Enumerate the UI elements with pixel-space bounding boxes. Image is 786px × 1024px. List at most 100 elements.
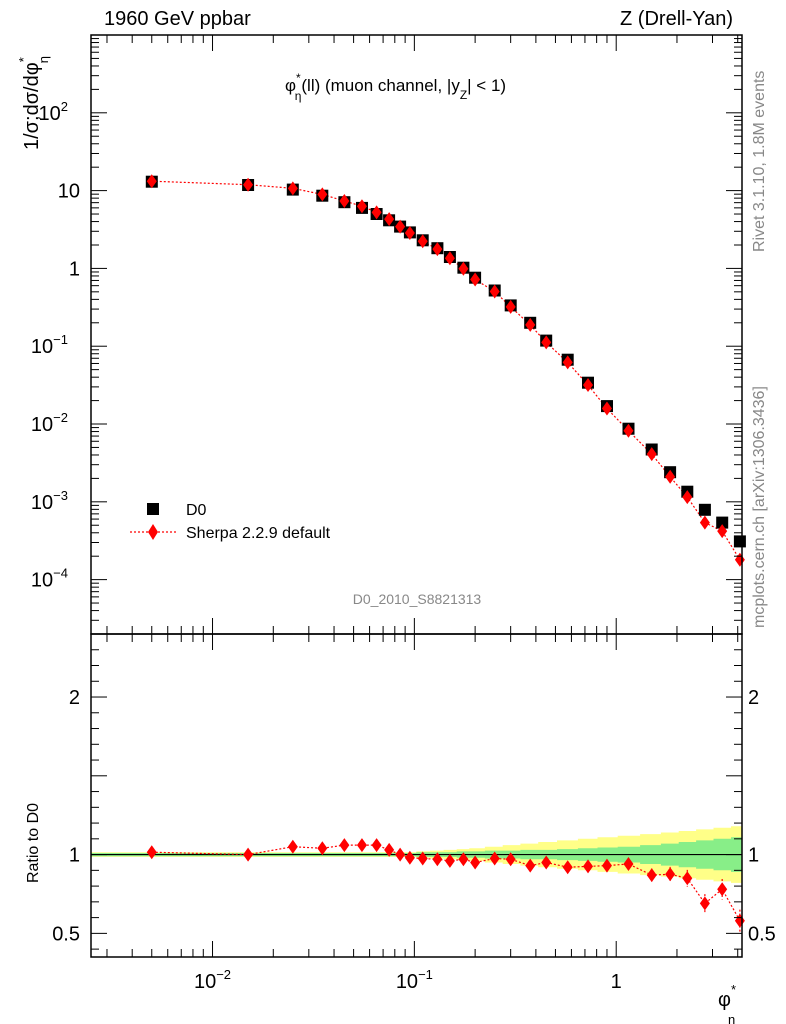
main-frame [90, 34, 743, 635]
sherpa-point [623, 423, 634, 438]
sherpa-point [432, 242, 443, 257]
plot-title: φ* η(ll) (muon channel, |yZ| < 1) [285, 71, 506, 103]
sherpa-point [371, 205, 382, 220]
sherpa-point [339, 194, 350, 209]
header-left-label: 1960 GeV ppbar [104, 8, 251, 30]
sherpa-point [583, 378, 594, 393]
ratio-point [562, 860, 573, 875]
ratio-point [417, 851, 428, 866]
ratio-point [601, 858, 612, 873]
ratio-point [371, 838, 382, 853]
ratio-tick-label-right: 0.5 [748, 923, 776, 945]
y-tick-label: 10−4 [31, 566, 68, 592]
ylabel-main: 1/σ;dσ/dφ [21, 62, 43, 150]
sherpa-point [287, 181, 298, 196]
d0-point [716, 516, 729, 529]
title-y: y [451, 76, 460, 95]
title-star: * [296, 71, 301, 85]
xlabel-phi: φ [718, 989, 731, 1011]
ratio-tick-label-right: 2 [748, 687, 759, 709]
d0-point [733, 535, 746, 548]
sherpa-point [541, 335, 552, 350]
sherpa-point [717, 524, 728, 539]
ratio-point [287, 839, 298, 854]
d0-point [698, 503, 711, 516]
sherpa-point [384, 212, 395, 227]
sherpa-point [444, 251, 455, 266]
ratio-point [458, 852, 469, 867]
title-end: | < 1) [467, 76, 506, 95]
mcplots-label: mcplots.cern.ch [arXiv:1306.3436] [751, 386, 768, 628]
ratio-point [717, 882, 728, 897]
y-tick-label: 10−2 [31, 410, 68, 436]
axes: 10−2 10−1 1 102 10 1 10−1 10−2 10−3 10−4 2 2 1 1 0.5 0.… [31, 34, 776, 993]
title-eta: η [295, 89, 302, 103]
ratio-panel [91, 826, 745, 932]
x-tick-label: 1 [611, 971, 622, 993]
sherpa-point [356, 199, 367, 214]
y-tick-label: 10−3 [31, 488, 68, 514]
ratio-tick-label-right: 1 [748, 845, 759, 867]
x-axis-label: φ* η [718, 982, 736, 1024]
y-tick-label: 1 [69, 258, 80, 280]
ratio-tick-label-left: 0.5 [52, 923, 80, 945]
sherpa-point [562, 355, 573, 370]
legend: D0 Sherpa 2.2.9 default [130, 502, 331, 542]
ratio-point [404, 850, 415, 865]
sherpa-point [417, 234, 428, 249]
title-z: Z [460, 88, 467, 102]
ratio-point [623, 857, 634, 872]
title-mid: (ll) (muon channel, | [301, 76, 451, 95]
legend-marker-d0 [147, 503, 159, 515]
xlabel-eta: η [728, 1012, 735, 1024]
ratio-point [541, 855, 552, 870]
sherpa-point [489, 284, 500, 299]
ylabel-star: * [16, 57, 31, 62]
main-panel [145, 174, 746, 567]
sherpa-point [505, 299, 516, 314]
ylabel-eta: η [36, 56, 51, 63]
sherpa-point [146, 174, 157, 189]
ratio-tick-label-left: 1 [69, 845, 80, 867]
sherpa-point [404, 226, 415, 241]
y-tick-label: 102 [39, 99, 68, 125]
ratio-point [395, 847, 406, 862]
ratio-point [525, 858, 536, 873]
sherpa-point [734, 552, 745, 567]
legend-label-sherpa: Sherpa 2.2.9 default [186, 525, 331, 542]
xlabel-star: * [731, 982, 736, 997]
ratio-point [470, 855, 481, 870]
ratio-point [665, 867, 676, 882]
ratio-point [682, 871, 693, 886]
sherpa-point [682, 490, 693, 505]
ratio-tick-label-left: 2 [69, 687, 80, 709]
ratio-point [384, 842, 395, 857]
ratio-series-line [151, 844, 741, 922]
title-phi: φ [285, 76, 296, 95]
ratio-point [646, 868, 657, 883]
ratio-point [583, 859, 594, 874]
sherpa-point [525, 317, 536, 332]
ratio-point [243, 847, 254, 862]
y-tick-label: 10−1 [31, 332, 68, 358]
sherpa-point [470, 272, 481, 287]
ratio-point [505, 852, 516, 867]
x-tick-label: 10−1 [396, 967, 433, 993]
sherpa-point [665, 469, 676, 484]
ratio-point [356, 838, 367, 853]
header-right-label: Z (Drell-Yan) [620, 8, 733, 30]
ratio-point [432, 852, 443, 867]
ratio-point [734, 913, 745, 928]
sherpa-point [243, 177, 254, 192]
legend-label-d0: D0 [186, 502, 207, 519]
rivet-version-label: Rivet 3.1.10, 1.8M events [751, 71, 768, 252]
x-tick-label: 10−2 [194, 967, 231, 993]
y-tick-label: 10 [58, 181, 80, 203]
ratio-point [339, 838, 350, 853]
sherpa-point [395, 219, 406, 234]
ratio-point [444, 853, 455, 868]
ratio-y-axis-label: Ratio to D0 [25, 803, 42, 883]
y-axis-label: 1/σ;dσ/dφ* η [16, 56, 51, 150]
sherpa-point [601, 401, 612, 416]
